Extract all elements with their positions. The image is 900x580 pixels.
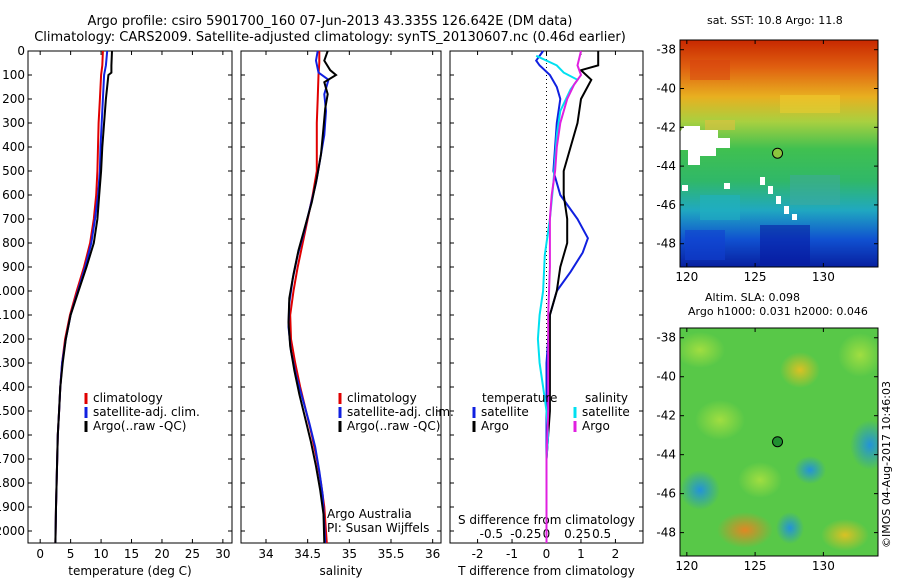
sst_map-lat-tick-label: -48: [656, 237, 676, 251]
depth-tick-label: 300: [2, 116, 25, 130]
plot-title-line-2: Climatology: CARS2009. Satellite-adjuste…: [34, 30, 626, 45]
sst-map-texture: [680, 60, 840, 265]
depth-tick-label: 1000: [0, 284, 25, 298]
institution-label: Argo Australia: [327, 507, 412, 521]
temperature-x-tick-label: 0: [36, 547, 44, 561]
difference-legend-label: satellite: [481, 405, 529, 419]
secondary-x-tick-label: 0.25: [564, 527, 591, 541]
temperature-x-tick-label: 20: [154, 547, 169, 561]
depth-tick-label: 800: [2, 236, 25, 250]
sla_map-lon-tick-label: 130: [812, 559, 835, 573]
secondary-x-tick-label: -0.5: [480, 527, 503, 541]
sst_map-lat-tick-label: -40: [656, 82, 676, 96]
temperature-x-tick-label: 25: [185, 547, 200, 561]
depth-tick-label: 1800: [0, 476, 25, 490]
sla_map-frame: [679, 327, 879, 557]
difference-x-tick-label: -2: [472, 547, 484, 561]
depth-tick-label: 2000: [0, 524, 25, 538]
sst_map-lat-tick-label: -38: [656, 43, 676, 57]
salinity-x-tick-label: 36: [425, 547, 440, 561]
sla_map-lat-tick-label: -44: [656, 448, 676, 462]
sst_map-lat-tick-label: -44: [656, 159, 676, 173]
difference-series-satellite-temperature: [534, 50, 589, 543]
temperature-legend-label: Argo(..raw -QC): [93, 419, 186, 433]
sst_map-lat-tick-label: -42: [656, 120, 676, 134]
difference-series-argo-temperature: [545, 51, 600, 543]
sla_map-lat-tick-label: -38: [656, 331, 676, 345]
sla-map-texture: [680, 332, 878, 551]
legend-title-salinity: salinity: [585, 391, 628, 405]
sla_map-lon-tick-label: 120: [675, 559, 698, 573]
plot-title-line-1: Argo profile: csiro 5901700_160 07-Jun-2…: [87, 14, 573, 29]
sla_map-lat-tick-label: -40: [656, 370, 676, 384]
sla_map-lat-tick-label: -46: [656, 487, 676, 501]
sla_map-lon-tick-label: 125: [744, 559, 767, 573]
depth-tick-label: 1200: [0, 332, 25, 346]
sst_map-frame: [679, 39, 879, 268]
depth-tick-label: 1700: [0, 452, 25, 466]
temperature-legend-label: satellite-adj. clim.: [93, 405, 200, 419]
salinity-x-axis-label: salinity: [319, 564, 362, 578]
temperature-series-argo-raw-qc-: [54, 50, 113, 544]
difference-x-tick-label: 0: [543, 547, 551, 561]
depth-tick-label: 500: [2, 164, 25, 178]
temperature-legend-label: climatology: [93, 391, 163, 405]
sst-cloud-mask: [680, 126, 730, 165]
salinity-x-tick-label: 34: [258, 547, 273, 561]
temperature-plot-frame: [27, 50, 233, 544]
salinity-plot-frame: [240, 50, 442, 544]
sst_map-lat-tick-label: -46: [656, 198, 676, 212]
sst_map-profile-marker: [772, 147, 784, 159]
depth-tick-label: 1300: [0, 356, 25, 370]
depth-tick-label: 0: [17, 44, 25, 58]
depth-tick-label: 1400: [0, 380, 25, 394]
temperature-x-axis-label: temperature (deg C): [68, 564, 191, 578]
difference-x-tick-label: 1: [577, 547, 585, 561]
difference-x-axis-label: T difference from climatology: [457, 564, 635, 578]
salinity-series-argo-raw-qc-: [287, 50, 338, 544]
difference-series-argo-salinity: [545, 50, 583, 543]
depth-tick-label: 400: [2, 140, 25, 154]
temperature-x-tick-label: 10: [93, 547, 108, 561]
secondary-x-tick-label: 0.5: [592, 527, 611, 541]
sla_map-lat-tick-label: -48: [656, 526, 676, 540]
sst-map: [680, 40, 878, 267]
depth-tick-label: 200: [2, 92, 25, 106]
salinity-legend-label: climatology: [347, 391, 417, 405]
difference-legend-label: Argo: [481, 419, 509, 433]
sla-map-title-line-2: Argo h1000: 0.031 h2000: 0.046: [688, 305, 868, 318]
imos-timestamp: ©IMOS 04-Aug-2017 10:46:03: [880, 381, 893, 548]
salinity-legend-label: satellite-adj. clim.: [347, 405, 454, 419]
difference-legend-label: Argo: [582, 419, 610, 433]
depth-tick-label: 100: [2, 68, 25, 82]
sst_map-lon-tick-label: 130: [812, 270, 835, 284]
sla_map-lat-tick-label: -42: [656, 409, 676, 423]
depth-tick-label: 700: [2, 212, 25, 226]
temperature-x-tick-label: 30: [215, 547, 230, 561]
salinity-legend-label: Argo(..raw -QC): [347, 419, 440, 433]
depth-tick-label: 900: [2, 260, 25, 274]
temperature-x-tick-label: 5: [67, 547, 75, 561]
sst_map-lon-tick-label: 125: [744, 270, 767, 284]
difference-x-tick-label: 2: [612, 547, 620, 561]
legend-title-temperature: temperature: [482, 391, 557, 405]
salinity-x-tick-label: 35: [342, 547, 357, 561]
depth-tick-label: 1500: [0, 404, 25, 418]
sst_map-lon-tick-label: 120: [675, 270, 698, 284]
depth-tick-label: 1100: [0, 308, 25, 322]
salinity-x-tick-label: 34.5: [294, 547, 321, 561]
sst-map-title: sat. SST: 10.8 Argo: 11.8: [707, 14, 843, 27]
difference-x-tick-label: -1: [506, 547, 518, 561]
depth-tick-label: 600: [2, 188, 25, 202]
temperature-x-tick-label: 15: [124, 547, 139, 561]
difference-legend-label: satellite: [582, 405, 630, 419]
sla_map-profile-marker: [772, 436, 784, 448]
secondary-x-tick-label: -0.25: [510, 527, 541, 541]
sla-map-title-line-1: Altim. SLA: 0.098: [705, 291, 801, 304]
depth-tick-label: 1900: [0, 500, 25, 514]
pi-label: PI: Susan Wijffels: [327, 521, 429, 535]
salinity-x-tick-label: 35.5: [378, 547, 405, 561]
